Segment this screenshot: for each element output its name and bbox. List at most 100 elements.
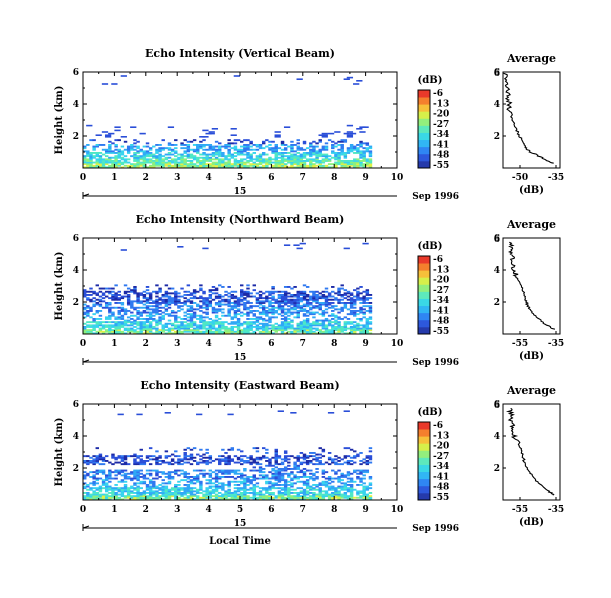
heatmap-cell	[327, 314, 332, 317]
heatmap-cell	[356, 318, 360, 320]
heatmap-cell	[233, 139, 238, 142]
heatmap-cell	[189, 318, 194, 320]
heatmap-cell	[331, 310, 335, 312]
heatmap-cell	[277, 164, 282, 167]
heatmap-cell	[114, 493, 118, 496]
heatmap-cell	[324, 327, 329, 330]
heatmap-cell	[208, 456, 213, 459]
heatmap-cell	[340, 496, 344, 499]
heatmap-cell	[164, 485, 169, 488]
heatmap-cell	[221, 458, 225, 461]
heatmap-cell	[331, 477, 335, 480]
heatmap-cell	[318, 447, 322, 450]
heatmap-cell	[98, 463, 103, 466]
heatmap-cell	[208, 131, 215, 133]
heatmap-cell	[334, 164, 338, 167]
heatmap-cell	[211, 155, 216, 158]
heatmap-cell	[117, 163, 121, 166]
heatmap-cell	[227, 286, 231, 288]
heatmap-cell	[177, 484, 181, 486]
heatmap-cell	[287, 492, 291, 494]
heatmap-cell	[331, 495, 335, 498]
heatmap-cell	[114, 456, 118, 459]
heatmap-cell	[252, 284, 256, 287]
heatmap-cell	[199, 305, 203, 308]
heatmap-cell	[133, 142, 137, 145]
heatmap-cell	[321, 158, 326, 161]
heatmap-cell	[224, 498, 228, 501]
heatmap-cell	[343, 297, 348, 300]
date-tick-label: 15	[234, 353, 247, 363]
heatmap-cell	[230, 153, 235, 156]
heatmap-cell	[365, 332, 370, 335]
heatmap-cell	[167, 488, 172, 491]
heatmap-cell	[120, 150, 125, 153]
heatmap-cell	[89, 456, 93, 459]
heatmap-cell	[98, 493, 103, 496]
heatmap-cell	[108, 303, 112, 306]
heatmap-cell	[142, 482, 147, 485]
heatmap-cell	[117, 139, 121, 142]
heatmap-cell	[189, 455, 194, 458]
heatmap-cell	[277, 166, 282, 169]
heatmap-cell	[268, 144, 272, 146]
heatmap-cell	[224, 456, 228, 459]
heatmap-cell	[287, 490, 291, 493]
heatmap-cell	[243, 148, 247, 151]
heatmap-cell	[243, 488, 247, 491]
heatmap-cell	[305, 332, 310, 335]
heatmap-cell	[365, 326, 370, 328]
heatmap-cell	[89, 329, 93, 332]
heatmap-cell	[202, 493, 206, 496]
heatmap-cell	[318, 164, 322, 167]
heatmap-cell	[199, 332, 203, 335]
heatmap-cell	[356, 455, 360, 458]
heatmap-cell	[139, 292, 143, 295]
heatmap-cell	[186, 148, 191, 151]
heatmap-cell	[249, 311, 253, 314]
heatmap-cell	[92, 156, 96, 159]
heatmap-cell	[243, 161, 247, 164]
heatmap-cell	[362, 126, 369, 128]
heatmap-cell	[346, 136, 354, 138]
heatmap-cell	[174, 319, 178, 322]
heatmap-cell	[170, 300, 175, 303]
heatmap-cell	[324, 287, 329, 290]
heatmap-cell	[283, 163, 288, 166]
heatmap-cell	[164, 294, 169, 296]
heatmap-cell	[365, 318, 370, 320]
heatmap-cell	[177, 327, 181, 330]
heatmap-cell	[104, 482, 109, 485]
heatmap-cell	[192, 302, 197, 304]
heatmap-cell	[221, 330, 225, 333]
heatmap-cell	[343, 78, 350, 80]
heatmap-cell	[305, 164, 310, 167]
heatmap-cell	[243, 496, 247, 499]
heatmap-cell	[95, 153, 99, 156]
heatmap-cell	[236, 461, 241, 464]
heatmap-cell	[353, 321, 357, 324]
heatmap-cell	[261, 292, 266, 295]
heatmap-cell	[249, 326, 253, 328]
heatmap-cell	[362, 458, 366, 461]
heatmap-cell	[108, 487, 112, 490]
heatmap-cell	[321, 327, 326, 330]
heatmap-cell	[208, 496, 213, 499]
heatmap-cell	[136, 311, 140, 314]
heatmap-cell	[114, 496, 118, 499]
heatmap-cell	[158, 155, 162, 158]
heatmap-cell	[199, 330, 203, 333]
heatmap-cell	[139, 461, 143, 464]
heatmap-cell	[346, 322, 351, 325]
heatmap-cell	[309, 461, 313, 464]
heatmap-cell	[83, 306, 87, 309]
heatmap-cell	[164, 164, 169, 167]
heatmap-cell	[170, 322, 175, 325]
heatmap-cell	[312, 158, 316, 161]
heatmap-cell	[268, 460, 272, 462]
heatmap-cell	[349, 302, 354, 304]
colorbar-tick-label: -41	[433, 140, 449, 150]
heatmap-cell	[114, 461, 118, 464]
heatmap-cell	[117, 297, 121, 300]
heatmap-cell	[321, 495, 326, 498]
